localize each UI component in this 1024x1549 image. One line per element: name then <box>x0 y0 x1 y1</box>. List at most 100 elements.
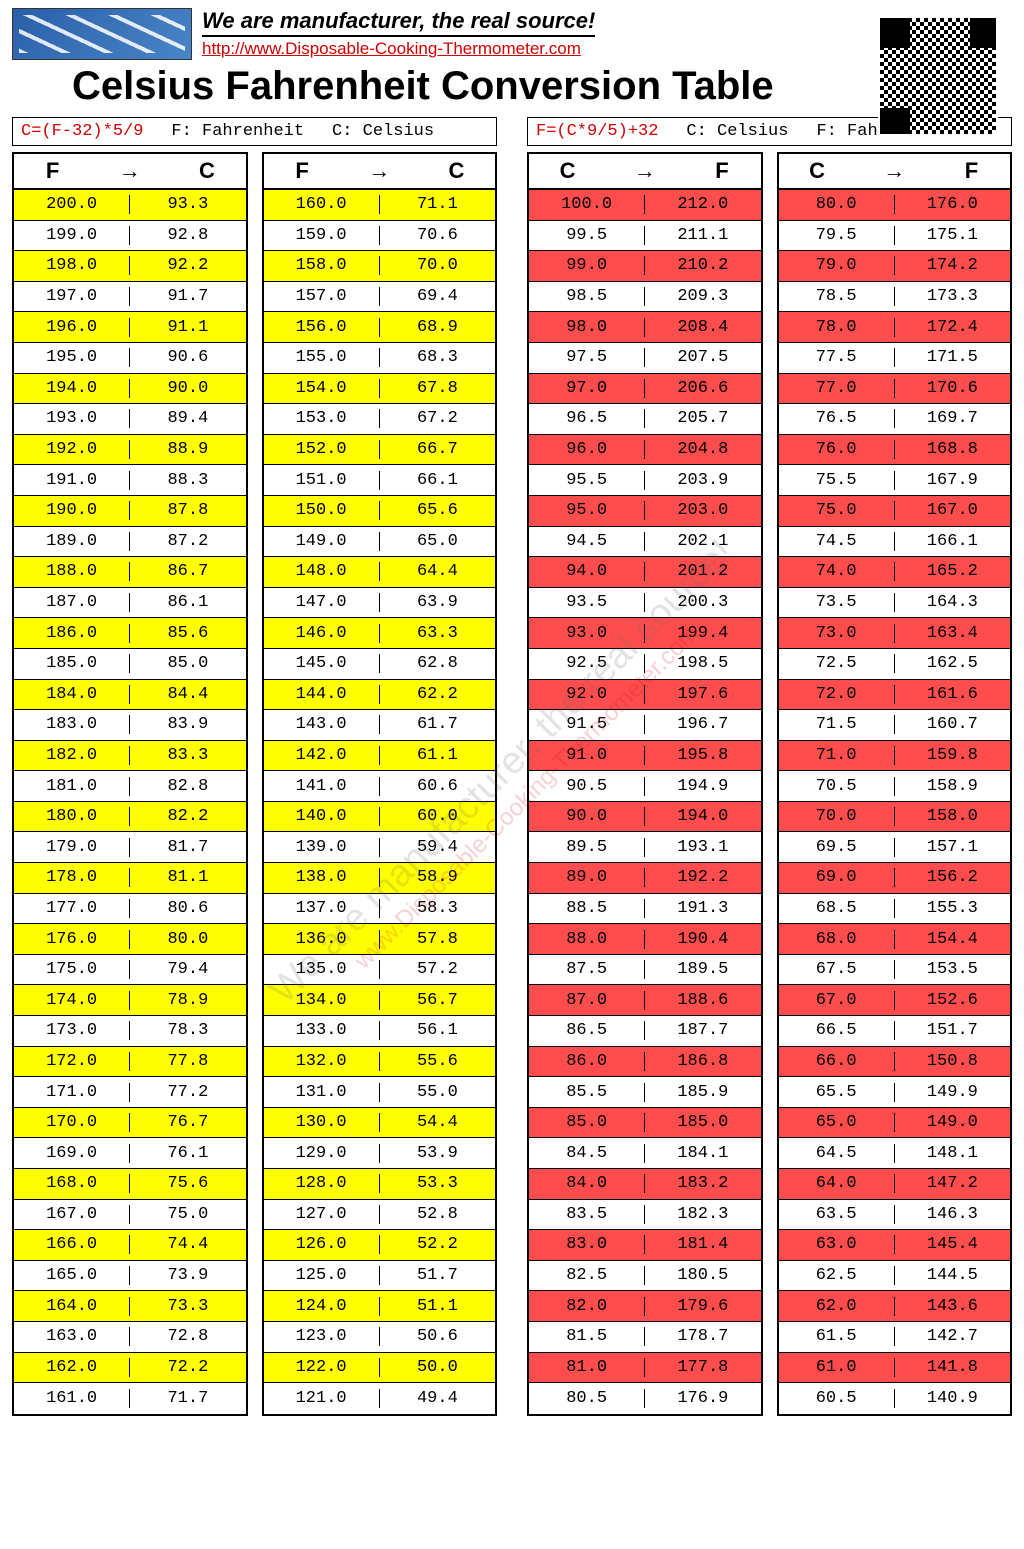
cell-to: 208.4 <box>645 318 760 337</box>
cell-from: 83.0 <box>529 1235 645 1254</box>
cell-from: 155.0 <box>264 348 380 367</box>
panel-c-to-f: F=(C*9/5)+32 C: Celsius F: Fahrenheit C … <box>527 117 1012 1416</box>
table-row: 77.5171.5 <box>779 343 1011 374</box>
head-to: C <box>418 158 495 184</box>
col-head: F → C <box>14 154 246 190</box>
cell-to: 67.8 <box>380 379 495 398</box>
table-row: 132.055.6 <box>264 1047 496 1078</box>
cell-to: 168.8 <box>895 440 1010 459</box>
table-row: 96.5205.7 <box>529 404 761 435</box>
cell-from: 156.0 <box>264 318 380 337</box>
cell-to: 167.9 <box>895 471 1010 490</box>
cell-to: 145.4 <box>895 1235 1010 1254</box>
cell-from: 80.0 <box>779 195 895 214</box>
arrow-icon: → <box>856 158 933 184</box>
col-left-2: F → C 160.071.1159.070.6158.070.0157.069… <box>262 152 498 1416</box>
table-row: 75.0167.0 <box>779 496 1011 527</box>
table-row: 61.0141.8 <box>779 1353 1011 1384</box>
cell-from: 196.0 <box>14 318 130 337</box>
cell-from: 87.5 <box>529 960 645 979</box>
rows: 80.0176.079.5175.179.0174.278.5173.378.0… <box>779 190 1011 1414</box>
table-row: 81.0177.8 <box>529 1353 761 1384</box>
table-row: 131.055.0 <box>264 1077 496 1108</box>
legend-f: F: Fahrenheit <box>171 122 304 141</box>
table-row: 196.091.1 <box>14 312 246 343</box>
cell-from: 187.0 <box>14 593 130 612</box>
cell-to: 92.2 <box>130 256 245 275</box>
cell-to: 149.9 <box>895 1083 1010 1102</box>
table-row: 96.0204.8 <box>529 435 761 466</box>
table-row: 192.088.9 <box>14 435 246 466</box>
cell-from: 69.0 <box>779 868 895 887</box>
cell-from: 69.5 <box>779 838 895 857</box>
cell-from: 91.0 <box>529 746 645 765</box>
table-row: 154.067.8 <box>264 374 496 405</box>
table-row: 149.065.0 <box>264 527 496 558</box>
cell-to: 169.7 <box>895 409 1010 428</box>
cell-to: 61.1 <box>380 746 495 765</box>
cell-to: 180.5 <box>645 1266 760 1285</box>
table-row: 82.0179.6 <box>529 1291 761 1322</box>
cell-from: 122.0 <box>264 1358 380 1377</box>
cell-to: 188.6 <box>645 991 760 1010</box>
cell-to: 86.1 <box>130 593 245 612</box>
table-row: 170.076.7 <box>14 1108 246 1139</box>
website-link[interactable]: http://www.Disposable-Cooking-Thermomete… <box>202 39 581 58</box>
cell-to: 82.8 <box>130 777 245 796</box>
cell-from: 74.0 <box>779 562 895 581</box>
cell-to: 90.6 <box>130 348 245 367</box>
cell-from: 127.0 <box>264 1205 380 1224</box>
cell-from: 81.5 <box>529 1327 645 1346</box>
table-row: 92.0197.6 <box>529 680 761 711</box>
cell-from: 62.5 <box>779 1266 895 1285</box>
table-row: 98.0208.4 <box>529 312 761 343</box>
cell-from: 87.0 <box>529 991 645 1010</box>
cell-to: 80.0 <box>130 930 245 949</box>
legend-c: C: Celsius <box>332 122 434 141</box>
cell-to: 140.9 <box>895 1389 1010 1408</box>
table-row: 65.5149.9 <box>779 1077 1011 1108</box>
table-row: 200.093.3 <box>14 190 246 221</box>
table-row: 175.079.4 <box>14 955 246 986</box>
cell-to: 74.4 <box>130 1235 245 1254</box>
table-row: 81.5178.7 <box>529 1322 761 1353</box>
cell-to: 141.8 <box>895 1358 1010 1377</box>
legend-c: C: Celsius <box>686 122 788 141</box>
cell-to: 85.6 <box>130 624 245 643</box>
cell-to: 77.8 <box>130 1052 245 1071</box>
table-row: 181.082.8 <box>14 771 246 802</box>
cell-to: 72.2 <box>130 1358 245 1377</box>
cell-from: 80.5 <box>529 1389 645 1408</box>
cell-from: 75.0 <box>779 501 895 520</box>
cell-from: 135.0 <box>264 960 380 979</box>
cell-to: 75.6 <box>130 1174 245 1193</box>
table-row: 85.5185.9 <box>529 1077 761 1108</box>
table-row: 84.0183.2 <box>529 1169 761 1200</box>
col-head: C → F <box>779 154 1011 190</box>
table-row: 147.063.9 <box>264 588 496 619</box>
cell-to: 65.0 <box>380 532 495 551</box>
formula-bar-left: C=(F-32)*5/9 F: Fahrenheit C: Celsius <box>12 117 497 146</box>
table-row: 61.5142.7 <box>779 1322 1011 1353</box>
cell-from: 132.0 <box>264 1052 380 1071</box>
cell-from: 165.0 <box>14 1266 130 1285</box>
cell-to: 205.7 <box>645 409 760 428</box>
table-row: 63.5146.3 <box>779 1200 1011 1231</box>
table-row: 93.5200.3 <box>529 588 761 619</box>
table-row: 169.076.1 <box>14 1138 246 1169</box>
table-row: 156.068.9 <box>264 312 496 343</box>
cell-from: 85.5 <box>529 1083 645 1102</box>
cell-from: 95.5 <box>529 471 645 490</box>
cell-to: 196.7 <box>645 715 760 734</box>
cell-from: 138.0 <box>264 868 380 887</box>
table-row: 143.061.7 <box>264 710 496 741</box>
cell-from: 63.0 <box>779 1235 895 1254</box>
cell-to: 62.8 <box>380 654 495 673</box>
table-row: 166.074.4 <box>14 1230 246 1261</box>
cell-from: 66.0 <box>779 1052 895 1071</box>
cell-from: 82.0 <box>529 1297 645 1316</box>
cell-from: 172.0 <box>14 1052 130 1071</box>
cell-to: 202.1 <box>645 532 760 551</box>
cell-to: 66.7 <box>380 440 495 459</box>
cell-to: 204.8 <box>645 440 760 459</box>
